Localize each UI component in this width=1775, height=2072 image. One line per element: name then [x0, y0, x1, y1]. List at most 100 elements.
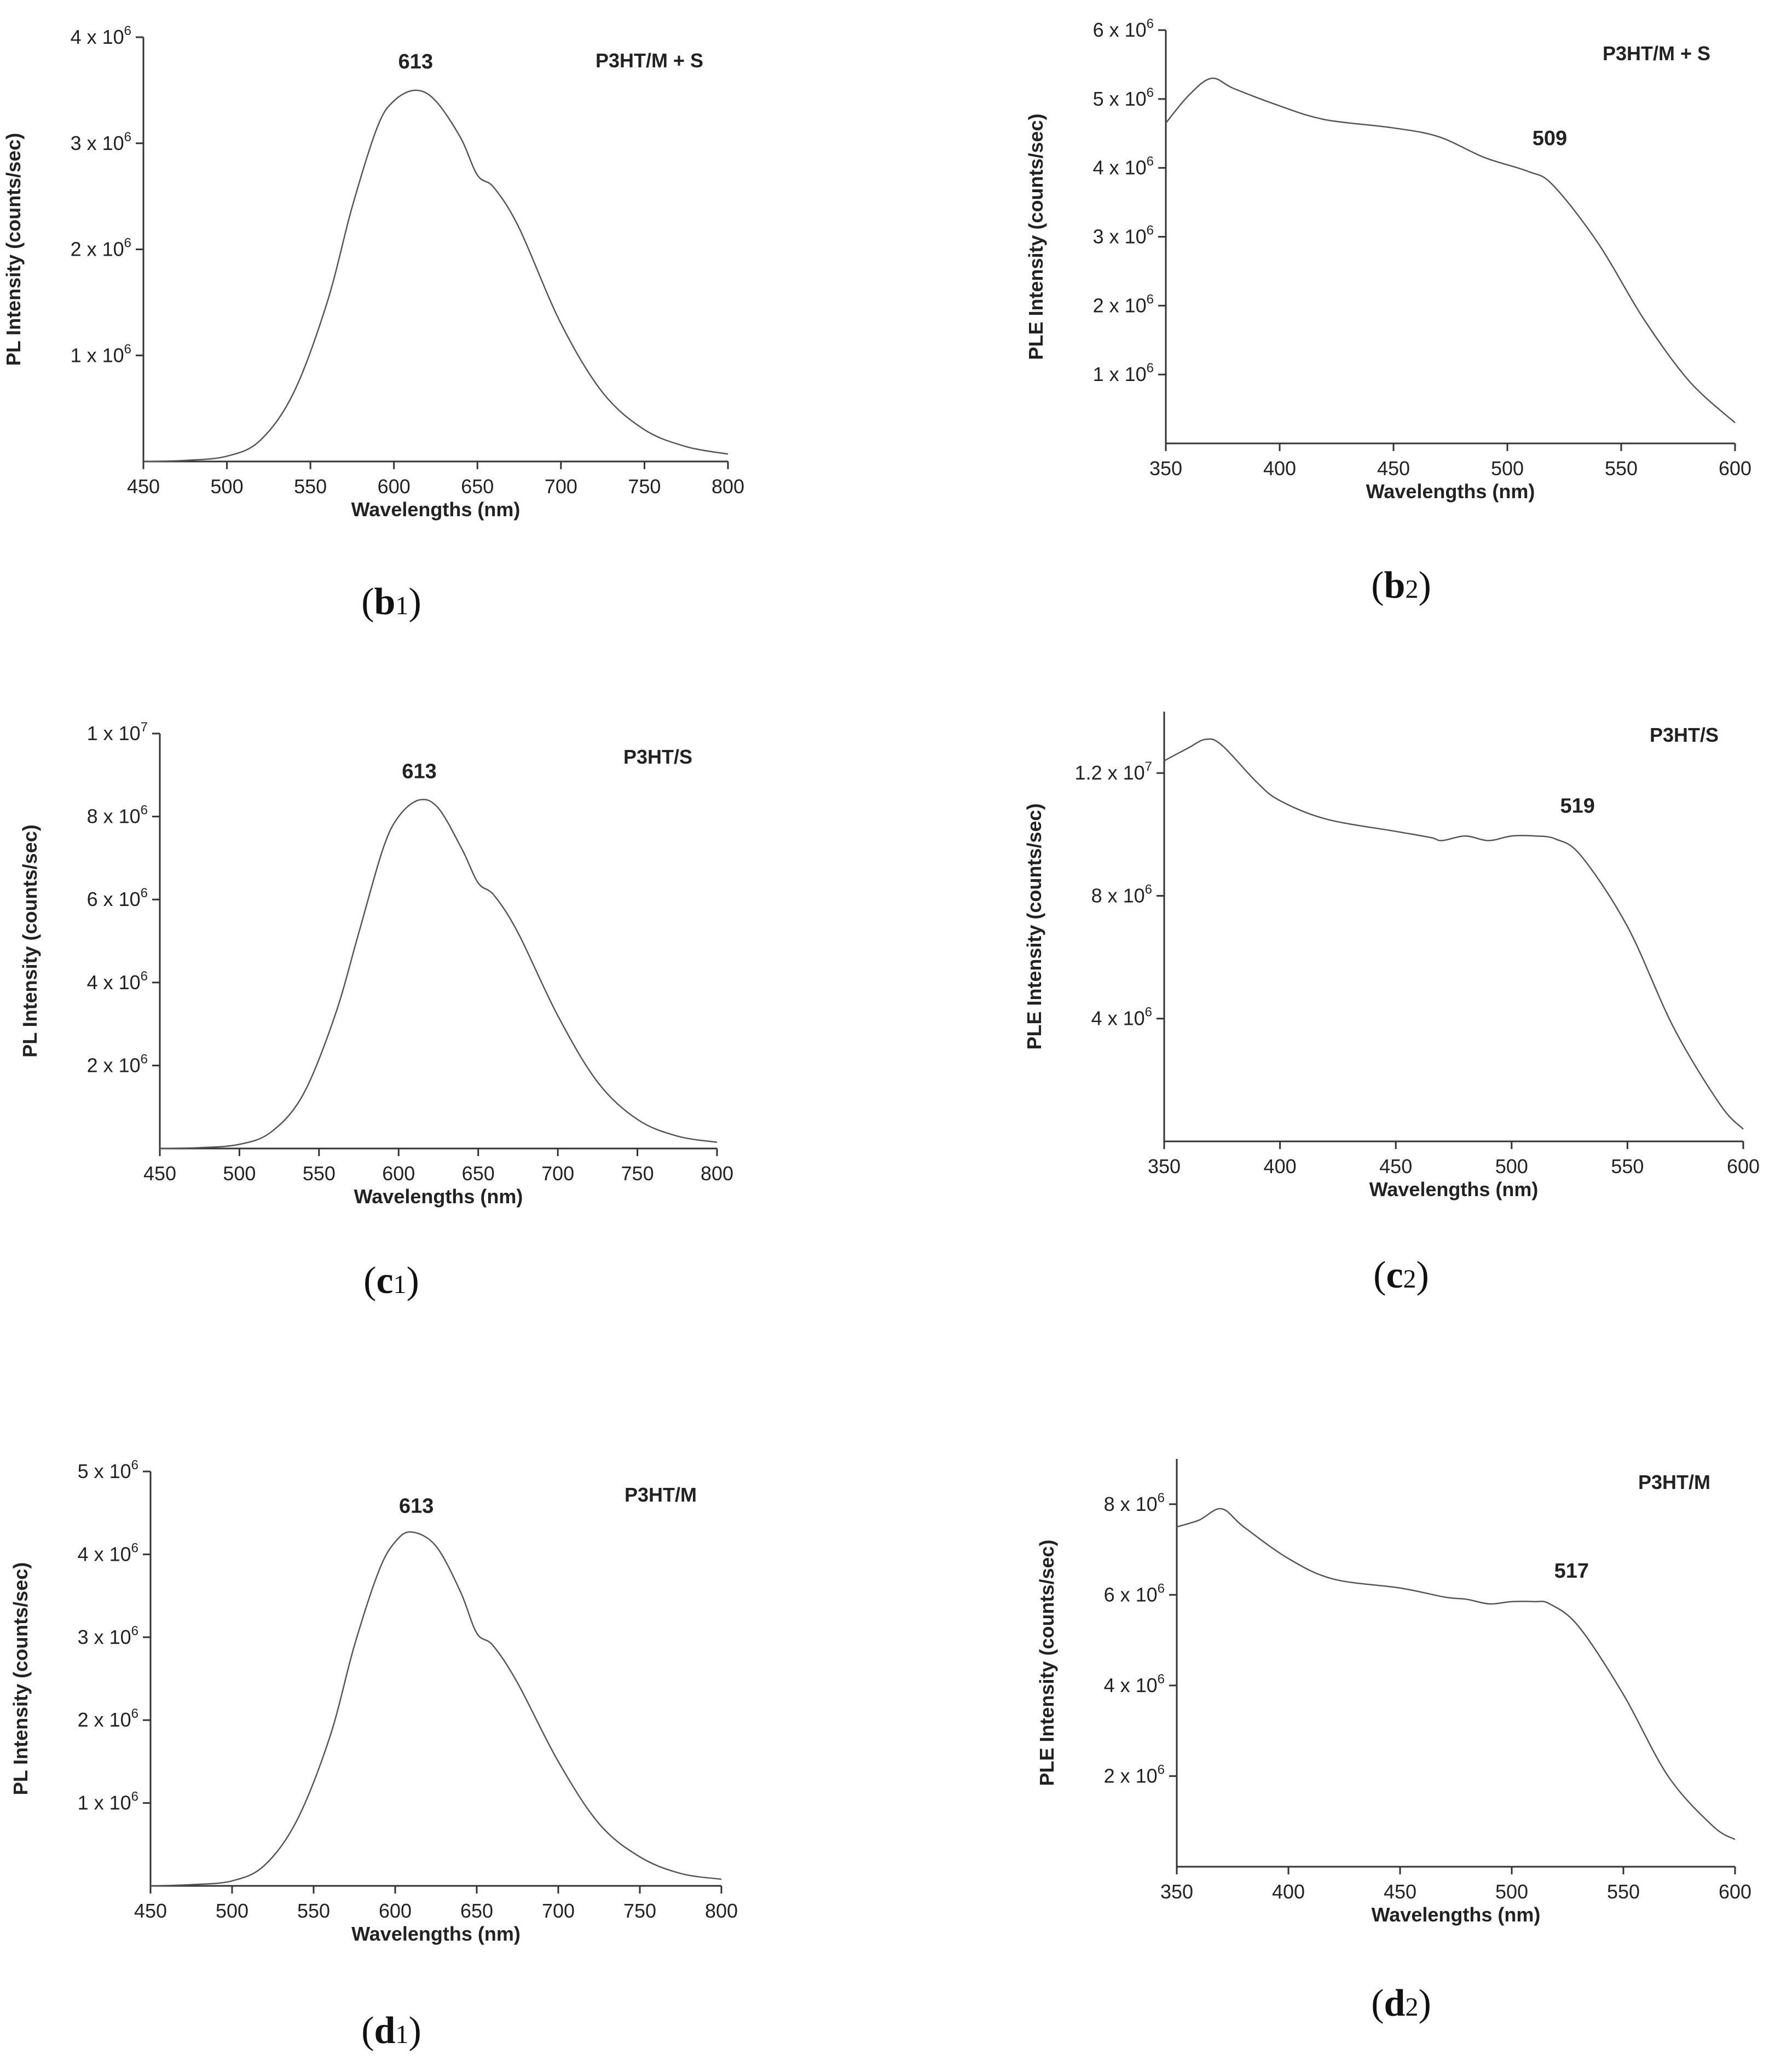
x-tick-label: 800 — [701, 1162, 733, 1185]
y-tick-label: 2 x 106 — [1104, 1762, 1165, 1787]
x-axis-title: Wavelengths (nm) — [1366, 480, 1535, 503]
x-tick-label: 400 — [1264, 1155, 1297, 1178]
y-axis-title: PL Intensity (counts/sec) — [19, 824, 41, 1057]
x-tick-label: 400 — [1272, 1880, 1305, 1903]
x-tick-label: 350 — [1149, 457, 1182, 480]
x-tick-label: 700 — [541, 1162, 574, 1185]
x-tick-label: 600 — [1727, 1155, 1760, 1178]
x-tick-label: 750 — [623, 1900, 656, 1922]
legend-label: P3HT/M + S — [595, 49, 703, 72]
x-tick-label: 600 — [378, 475, 410, 498]
chart-d2: 350 400 450 500 550 600 2 x 106 4 x 106 6 x 106 8… — [1036, 1459, 1751, 1926]
peak-annotation: 613 — [398, 50, 433, 73]
y-tick-label: 2 x 106 — [1093, 292, 1154, 316]
panel-label-b2: (b2) — [1371, 564, 1431, 607]
x-tick-label: 650 — [461, 475, 494, 498]
x-axis-title: Wavelengths (nm) — [351, 498, 521, 521]
y-tick-label: 4 x 106 — [87, 969, 148, 994]
peak-annotation: 613 — [399, 1495, 433, 1518]
peak-annotation: 519 — [1560, 795, 1595, 818]
y-tick-label: 1 x 107 — [87, 720, 148, 744]
y-tick-label: 5 x 106 — [1093, 85, 1154, 110]
x-tick-label: 600 — [379, 1900, 412, 1922]
y-tick-label: 2 x 106 — [78, 1706, 138, 1731]
x-tick-label: 700 — [542, 1900, 575, 1922]
y-tick-label: 4 x 106 — [71, 24, 131, 48]
legend-label: P3HT/S — [623, 746, 692, 768]
y-axis-title: PLE Intensity (counts/sec) — [1025, 113, 1047, 360]
chart-b1: 450 500 550 600 650 700 750 800 1 x 106 2 x 106 3 … — [2, 24, 744, 521]
y-tick-label: 1.2 x 107 — [1075, 759, 1152, 784]
x-tick-label: 550 — [297, 1900, 330, 1922]
x-tick-label: 500 — [1495, 1880, 1528, 1903]
x-tick-label: 650 — [460, 1900, 493, 1922]
chart-b2: 350 400 450 500 550 600 1 x 106 2 x 106 3 x 106 4… — [1025, 16, 1751, 503]
x-tick-label: 500 — [1491, 457, 1524, 480]
chart-c2: 350 400 450 500 550 600 4 x 106 8 x 106 1.2 x 10… — [1023, 712, 1760, 1201]
x-tick-label: 500 — [211, 475, 244, 498]
legend-label: P3HT/M — [625, 1484, 697, 1506]
x-tick-label: 550 — [294, 475, 327, 498]
x-axis-title: Wavelengths (nm) — [354, 1185, 523, 1208]
series-line — [143, 89, 728, 463]
x-tick-label: 400 — [1263, 457, 1296, 480]
chart-d1: 450 500 550 600 650 700 750 800 1 x 106 2 x 106 3 … — [9, 1458, 738, 1945]
series-line — [150, 1531, 722, 1887]
series-line — [1164, 738, 1744, 1130]
y-tick-label: 6 x 106 — [1093, 16, 1154, 41]
y-tick-label: 3 x 106 — [71, 130, 131, 154]
y-tick-label: 2 x 106 — [87, 1052, 148, 1076]
series-line — [1176, 1508, 1736, 1840]
y-axis-title: PL Intensity (counts/sec) — [9, 1562, 32, 1795]
x-tick-label: 550 — [1605, 457, 1638, 480]
y-tick-label: 1 x 106 — [1093, 361, 1154, 385]
x-tick-label: 450 — [1384, 1880, 1416, 1903]
y-axis-title: PLE Intensity (counts/sec) — [1036, 1539, 1058, 1786]
y-axis-title: PLE Intensity (counts/sec) — [1023, 803, 1045, 1049]
legend-label: P3HT/S — [1650, 724, 1719, 746]
y-tick-label: 3 x 106 — [1093, 223, 1154, 248]
y-tick-label: 4 x 106 — [1093, 154, 1154, 179]
x-tick-label: 500 — [223, 1162, 256, 1185]
y-tick-label: 5 x 106 — [78, 1458, 138, 1482]
y-tick-label: 1 x 106 — [71, 342, 131, 366]
y-tick-label: 4 x 106 — [78, 1540, 138, 1565]
chart-c1: 450 500 550 600 650 700 750 800 2 x 106 4 x 106 6 … — [19, 720, 733, 1208]
panel-label-d2: (d2) — [1371, 1982, 1431, 2024]
x-tick-label: 450 — [1379, 1155, 1412, 1178]
x-tick-label: 800 — [712, 475, 744, 498]
x-tick-label: 350 — [1160, 1880, 1193, 1903]
x-tick-label: 500 — [216, 1900, 248, 1922]
legend-label: P3HT/M + S — [1603, 42, 1710, 65]
series-line — [159, 799, 718, 1150]
x-tick-label: 650 — [462, 1162, 495, 1185]
y-tick-label: 1 x 106 — [78, 1790, 138, 1814]
y-tick-label: 8 x 106 — [87, 803, 148, 828]
peak-annotation: 509 — [1533, 127, 1567, 150]
x-tick-label: 550 — [1611, 1155, 1644, 1178]
x-tick-label: 500 — [1495, 1155, 1528, 1178]
x-axis-title: Wavelengths (nm) — [1369, 1178, 1539, 1201]
x-tick-label: 350 — [1148, 1155, 1181, 1178]
x-tick-label: 800 — [705, 1900, 738, 1922]
y-tick-label: 6 x 106 — [87, 886, 148, 910]
x-tick-label: 750 — [621, 1162, 654, 1185]
y-tick-label: 4 x 106 — [1091, 1005, 1152, 1030]
series-line — [1165, 77, 1736, 424]
x-axis-title: Wavelengths (nm) — [1372, 1903, 1541, 1926]
panel-label-d1: (d1) — [361, 2010, 421, 2052]
x-tick-label: 450 — [143, 1162, 176, 1185]
y-tick-label: 6 x 106 — [1104, 1581, 1165, 1606]
x-tick-label: 550 — [1607, 1880, 1640, 1903]
x-tick-label: 450 — [134, 1900, 167, 1922]
peak-annotation: 613 — [402, 760, 436, 783]
x-tick-label: 600 — [1719, 1880, 1751, 1903]
x-tick-label: 700 — [545, 475, 577, 498]
x-tick-label: 600 — [382, 1162, 415, 1185]
x-tick-label: 600 — [1719, 457, 1751, 480]
y-axis-title: PL Intensity (counts/sec) — [2, 133, 25, 366]
x-tick-label: 750 — [628, 475, 661, 498]
panel-label-c1: (c1) — [363, 1260, 419, 1302]
y-tick-label: 8 x 106 — [1104, 1491, 1165, 1515]
